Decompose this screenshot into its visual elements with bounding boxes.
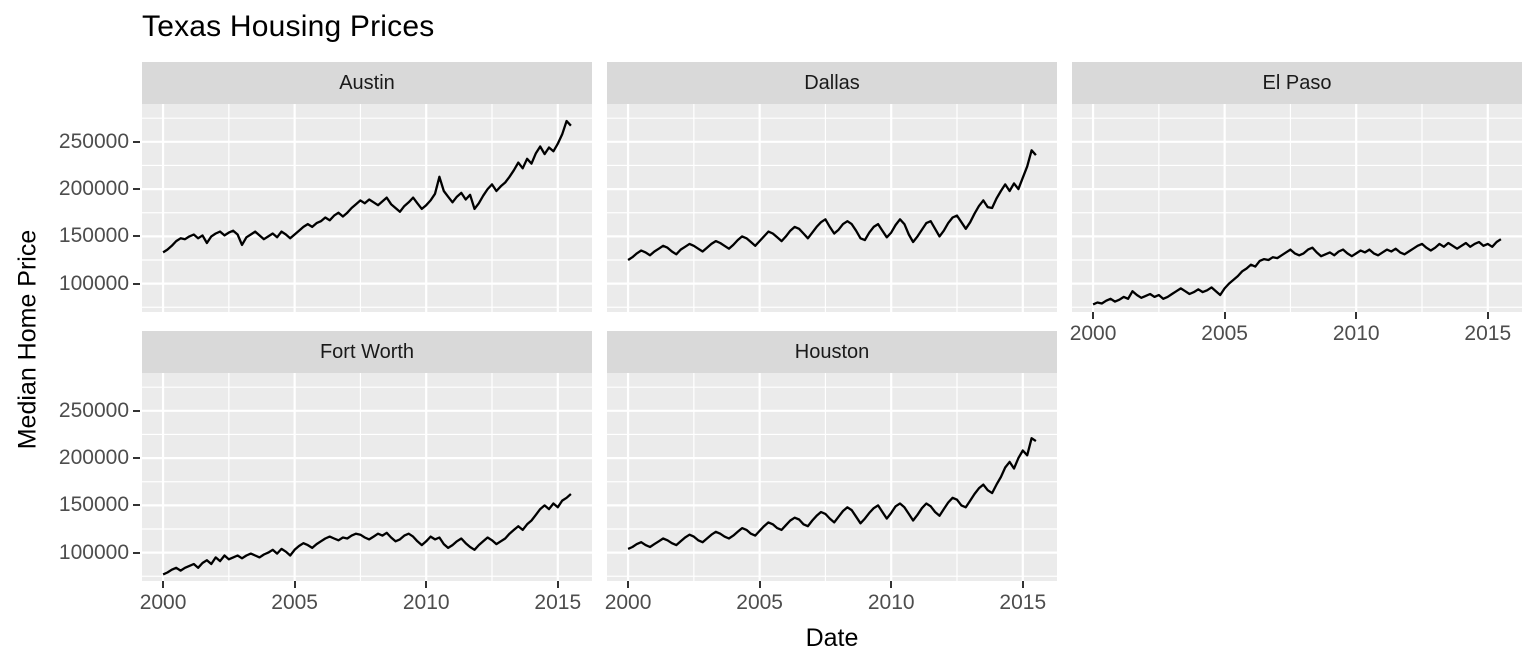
facet-panel-austin <box>142 104 592 312</box>
facet-strip-houston: Houston <box>607 331 1057 373</box>
x-tick-mark <box>627 581 630 588</box>
facet-strip-fort-worth: Fort Worth <box>142 331 592 373</box>
y-tick-mark <box>133 282 140 285</box>
x-tick-label: 2000 <box>139 591 187 614</box>
x-tick-mark <box>1092 312 1095 319</box>
facet-dallas: Dallas <box>607 62 1057 312</box>
x-tick-label: 2000 <box>604 591 652 614</box>
x-tick-mark <box>162 581 165 588</box>
panel-background <box>142 104 592 312</box>
x-tick-mark <box>1021 581 1024 588</box>
y-tick-label: 100000 <box>58 271 129 295</box>
facet-title-fort-worth: Fort Worth <box>319 340 415 363</box>
facet-title-austin: Austin <box>339 71 395 94</box>
facet-austin: Austin <box>142 62 592 312</box>
data-line-fort-worth <box>162 493 572 576</box>
x-tick-label: 2010 <box>1332 322 1380 345</box>
y-axis-title: Median Home Price <box>13 229 42 450</box>
data-line-houston <box>627 437 1037 550</box>
y-tick-label: 100000 <box>58 540 129 564</box>
facet-houston: Houston <box>607 331 1057 581</box>
y-tick-mark <box>133 188 140 191</box>
data-line-el-paso <box>1092 238 1502 306</box>
x-axis-title: Date <box>805 624 859 652</box>
y-tick-label: 250000 <box>58 129 129 153</box>
x-tick-label: 2015 <box>1464 322 1512 345</box>
y-tick-mark <box>133 140 140 143</box>
panel-background <box>607 373 1057 581</box>
panel-background <box>1072 104 1522 312</box>
facet-title-el-paso: El Paso <box>1262 71 1332 94</box>
x-tick-mark <box>556 581 559 588</box>
y-tick-label: 200000 <box>58 446 129 470</box>
x-tick-label: 2005 <box>1201 322 1248 345</box>
x-tick-label: 2005 <box>736 591 783 614</box>
x-tick-label: 2010 <box>402 591 450 614</box>
y-tick-mark <box>133 504 140 507</box>
chart-title: Texas Housing Prices <box>142 10 435 43</box>
x-tick-mark <box>1223 312 1226 319</box>
facet-panel-houston <box>607 373 1057 581</box>
y-tick-mark <box>133 235 140 238</box>
facet-strip-dallas: Dallas <box>607 62 1057 104</box>
facet-title-dallas: Dallas <box>804 71 860 94</box>
x-tick-mark <box>1355 312 1358 319</box>
facet-strip-austin: Austin <box>142 62 592 104</box>
y-tick-label: 150000 <box>58 493 129 517</box>
facet-el-paso: El Paso <box>1072 62 1522 312</box>
x-tick-mark <box>1486 312 1489 319</box>
panel-background <box>142 373 592 581</box>
x-tick-label: 2015 <box>534 591 582 614</box>
y-tick-label: 150000 <box>58 224 129 248</box>
x-tick-mark <box>890 581 893 588</box>
x-tick-label: 2015 <box>999 591 1047 614</box>
facet-fort-worth: Fort Worth <box>142 331 592 581</box>
facet-strip-el-paso: El Paso <box>1072 62 1522 104</box>
x-tick-label: 2005 <box>271 591 318 614</box>
facet-panel-fort-worth <box>142 373 592 581</box>
x-tick-label: 2010 <box>867 591 915 614</box>
x-tick-mark <box>758 581 761 588</box>
y-tick-mark <box>133 457 140 460</box>
data-line-austin <box>162 119 572 254</box>
facet-title-houston: Houston <box>794 340 870 363</box>
data-line-dallas <box>627 149 1037 261</box>
x-tick-mark <box>425 581 428 588</box>
y-tick-label: 250000 <box>58 398 129 422</box>
facet-panel-el-paso <box>1072 104 1522 312</box>
panel-background <box>607 104 1057 312</box>
facet-panel-dallas <box>607 104 1057 312</box>
y-tick-label: 200000 <box>58 177 129 201</box>
x-tick-label: 2000 <box>1069 322 1117 345</box>
y-tick-mark <box>133 409 140 412</box>
y-tick-mark <box>133 551 140 554</box>
x-tick-mark <box>293 581 296 588</box>
